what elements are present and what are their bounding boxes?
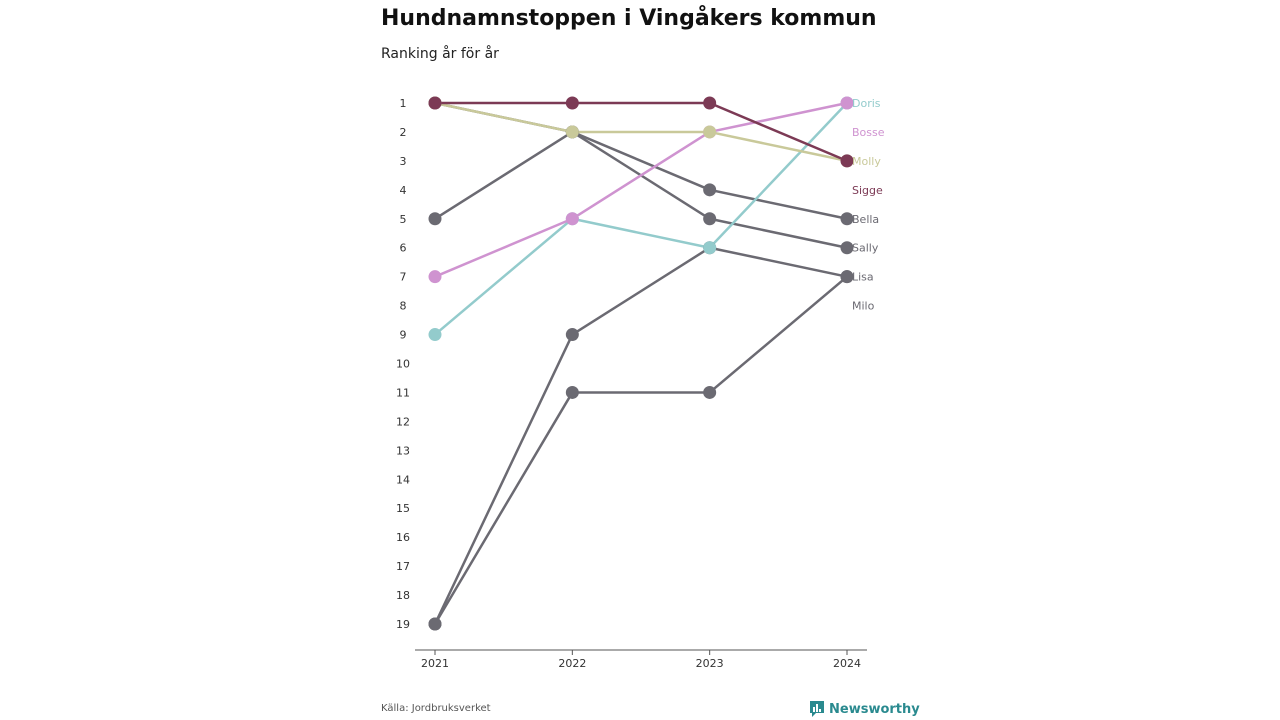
y-tick-label: 12 bbox=[396, 415, 410, 428]
point-sally bbox=[840, 241, 854, 255]
series-line-milo bbox=[433, 275, 848, 625]
y-tick-label: 1 bbox=[400, 97, 407, 110]
end-label-lisa: Lisa bbox=[852, 271, 874, 284]
end-labels: Doris Bosse Molly Sigge Bella Sally Lisa Milo bbox=[852, 97, 885, 313]
end-label-bella: Bella bbox=[852, 213, 879, 226]
axes: 2021 2022 2023 2024123456789101112131415161… bbox=[396, 97, 867, 670]
point-bella bbox=[428, 212, 442, 226]
point-molly bbox=[703, 125, 717, 139]
point-bosse bbox=[428, 270, 442, 284]
y-tick-label: 10 bbox=[396, 358, 410, 371]
y-tick-label: 15 bbox=[396, 502, 410, 515]
point-doris bbox=[703, 241, 717, 255]
y-tick-label: 16 bbox=[396, 531, 410, 544]
series-line-molly bbox=[434, 101, 848, 163]
point-bosse bbox=[565, 212, 579, 226]
y-tick-label: 19 bbox=[396, 618, 410, 631]
series-points bbox=[428, 96, 854, 631]
y-tick-label: 2 bbox=[400, 126, 407, 139]
y-tick-label: 4 bbox=[400, 184, 407, 197]
point-milo bbox=[703, 385, 717, 399]
end-label-sigge: Sigge bbox=[852, 184, 883, 197]
chart-title: Hundnamnstoppen i Vingåkers kommun bbox=[381, 6, 877, 31]
y-tick-label: 9 bbox=[400, 329, 407, 342]
point-milo bbox=[565, 385, 579, 399]
x-tick-label: 2024 bbox=[833, 657, 861, 670]
point-sigge bbox=[428, 96, 442, 110]
y-tick-label: 6 bbox=[400, 242, 407, 255]
y-tick-label: 3 bbox=[400, 155, 407, 168]
end-label-milo: Milo bbox=[852, 300, 875, 313]
series-line-bosse bbox=[434, 101, 848, 278]
point-lisa bbox=[565, 328, 579, 342]
x-tick-label: 2022 bbox=[558, 657, 586, 670]
end-label-sally: Sally bbox=[852, 242, 879, 255]
brand-logo[interactable]: Newsworthy bbox=[809, 700, 920, 718]
point-sigge bbox=[840, 154, 854, 168]
end-label-bosse: Bosse bbox=[852, 126, 885, 139]
point-sally bbox=[703, 212, 717, 226]
y-tick-label: 7 bbox=[400, 271, 407, 284]
y-tick-label: 13 bbox=[396, 444, 410, 457]
point-doris bbox=[428, 328, 442, 342]
brand-name: Newsworthy bbox=[829, 701, 920, 717]
y-tick-label: 8 bbox=[400, 300, 407, 313]
point-bosse bbox=[840, 96, 854, 110]
point-milo bbox=[840, 270, 854, 284]
point-milo bbox=[428, 617, 442, 631]
series-lines bbox=[433, 101, 848, 625]
series-line-sigge bbox=[435, 101, 848, 163]
end-label-doris: Doris bbox=[852, 97, 881, 110]
series-line-doris bbox=[434, 102, 848, 336]
series-line-lisa bbox=[433, 246, 848, 625]
x-tick-label: 2021 bbox=[421, 657, 449, 670]
point-molly bbox=[565, 125, 579, 139]
y-tick-label: 11 bbox=[396, 386, 410, 399]
y-tick-label: 5 bbox=[400, 213, 407, 226]
series-line-bella bbox=[434, 130, 848, 221]
source-note: Källa: Jordbruksverket bbox=[381, 703, 491, 714]
y-tick-label: 17 bbox=[396, 560, 410, 573]
y-tick-label: 18 bbox=[396, 589, 410, 602]
y-tick-label: 14 bbox=[396, 473, 410, 486]
point-bella bbox=[840, 212, 854, 226]
point-sigge bbox=[703, 96, 717, 110]
bar-chart-icon bbox=[810, 701, 824, 717]
chart-subtitle: Ranking år för år bbox=[381, 46, 499, 62]
point-bella bbox=[703, 183, 717, 197]
end-label-molly: Molly bbox=[852, 155, 881, 168]
x-tick-label: 2023 bbox=[696, 657, 724, 670]
point-sigge bbox=[565, 96, 579, 110]
